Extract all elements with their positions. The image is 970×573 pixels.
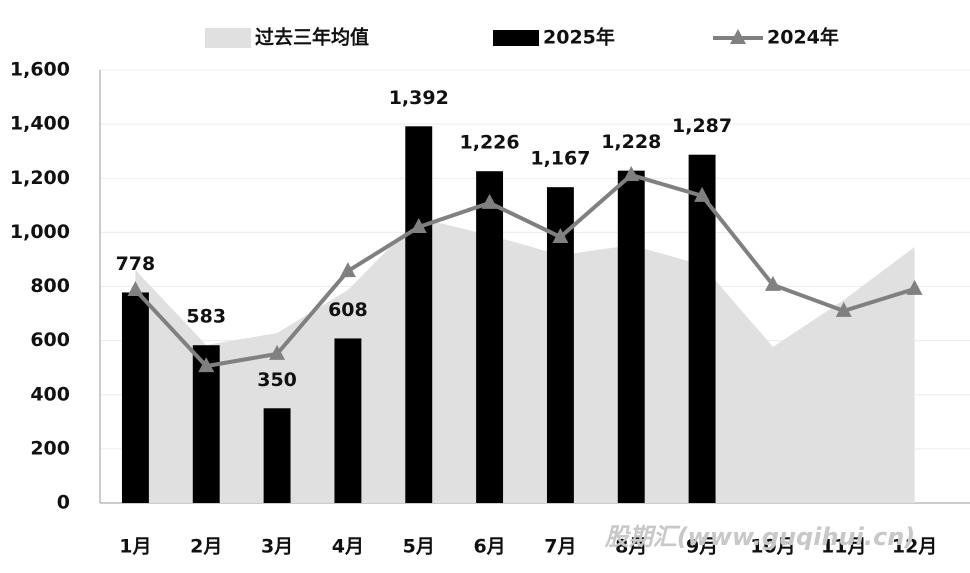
legend-swatch [205,28,251,48]
data-label: 778 [116,253,156,275]
watermark: 股期汇(www.guqihui.cn) [604,523,916,551]
x-tick-label: 9月 [686,536,718,558]
x-tick-label: 3月 [261,536,293,558]
x-tick-label: 10月 [750,536,795,558]
legend-label: 2025年 [543,26,615,49]
x-tick-label: 1月 [119,536,151,558]
y-tick-label: 1,600 [10,59,70,81]
marker [552,227,569,243]
y-tick-label: 1,000 [10,221,70,243]
bar [617,170,645,504]
data-label: 1,228 [601,131,661,153]
y-tick-label: 1,200 [10,167,70,189]
data-label: 1,226 [460,132,520,154]
y-tick-label: 200 [30,437,70,459]
line [133,172,916,369]
x-tick-label: 8月 [615,536,647,558]
marker [906,279,923,295]
x-tick-label: 4月 [332,536,364,558]
marker [127,281,144,297]
legend-marker [730,29,746,44]
x-tick-label: 12月 [892,536,937,558]
data-label: 583 [186,306,226,328]
bar [263,408,291,503]
marker [694,186,711,202]
x-tick-label: 2月 [190,536,222,558]
bar [334,338,362,503]
data-label: 1,392 [389,87,449,109]
marker [764,275,781,291]
y-tick-label: 1,400 [10,113,70,135]
area [135,218,915,504]
marker [623,166,640,182]
marker [481,193,498,209]
y-tick-label: 0 [57,492,70,514]
data-label: 350 [257,369,297,391]
bar [121,292,149,503]
x-tick-label: 6月 [473,536,505,558]
bar [405,126,433,503]
y-tick-label: 400 [30,383,70,405]
legend-label: 2024年 [767,26,839,49]
marker [410,217,427,233]
data-label: 608 [328,299,368,321]
bar [688,154,716,503]
data-label: 1,287 [672,115,732,137]
x-tick-label: 7月 [544,536,576,558]
x-tick-label: 11月 [821,536,866,558]
legend-swatch [493,30,539,46]
marker [835,301,852,317]
legend-label: 过去三年均值 [255,26,369,49]
marker [198,357,215,373]
data-label: 1,167 [530,148,590,170]
y-tick-label: 600 [30,329,70,351]
bar [476,171,504,503]
marker [339,262,356,278]
x-tick-label: 5月 [403,536,435,558]
marker [269,344,286,360]
y-tick-label: 800 [30,275,70,297]
